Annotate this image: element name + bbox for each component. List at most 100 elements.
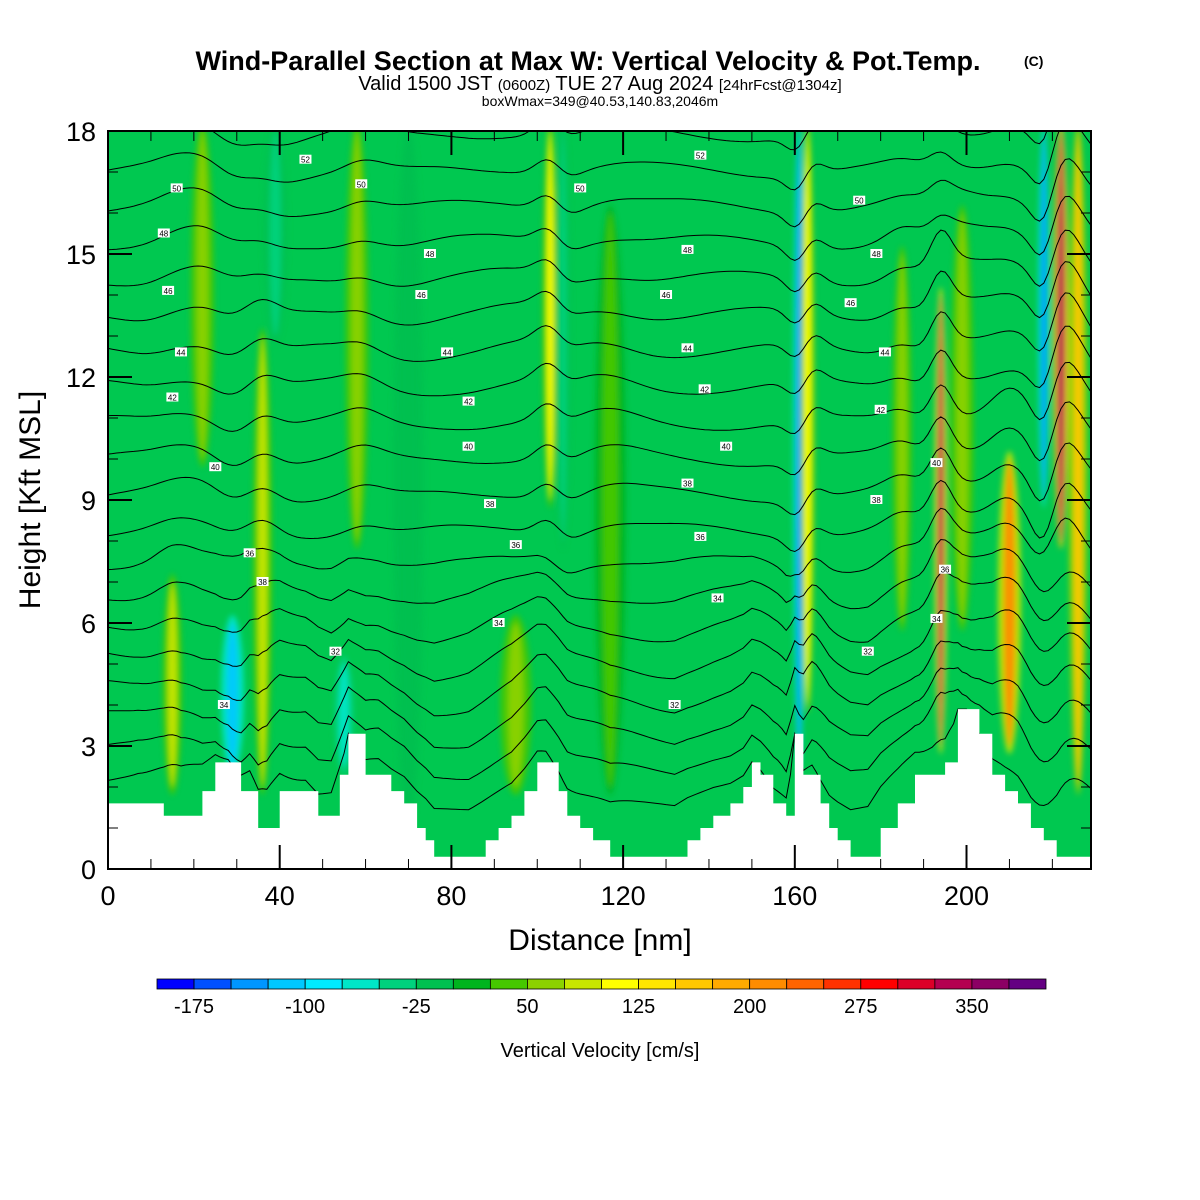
theta-label-bg [355, 179, 368, 189]
terrain-mask [108, 709, 1091, 869]
valid-time-line: Valid 1500 JST (0600Z) TUE 27 Aug 2024 [… [358, 73, 841, 95]
theta-label-text: 46 [164, 287, 173, 296]
theta-contour-line [108, 667, 1091, 749]
colorbar-segment [341, 978, 380, 990]
theta-label-text: 40 [211, 463, 220, 472]
theta-label-text: 38 [486, 500, 495, 509]
velocity-band-core [796, 131, 803, 767]
theta-label: 32 [668, 700, 681, 710]
theta-label: 42 [874, 404, 887, 415]
velocity-band-core [508, 623, 524, 787]
theta-label-text: 50 [576, 184, 585, 193]
theta-label-text: 36 [245, 549, 254, 558]
theta-contour-line [108, 195, 1091, 261]
theta-label-bg [844, 298, 857, 308]
theta-label-bg [861, 646, 874, 656]
y-tick-label: 3 [81, 732, 96, 762]
theta-label-bg [694, 150, 707, 160]
theta-label-bg [162, 285, 175, 295]
theta-label: 38 [681, 478, 694, 489]
theta-label-text: 48 [872, 250, 881, 259]
theta-contour-line [108, 229, 1091, 293]
velocity-band-core [1057, 131, 1065, 541]
theta-label: 32 [329, 646, 342, 657]
colorbar-tick-label: -175 [174, 996, 214, 1018]
theta-label-text: 38 [683, 480, 692, 489]
theta-label-bg [853, 195, 866, 205]
colorbar-segment [971, 978, 1010, 990]
theta-contour-line [108, 640, 1091, 717]
velocity-band-core [351, 131, 363, 541]
theta-label: 50 [355, 179, 368, 189]
plot-area: 34 36 38 40 42 44 46 48 50 52 32 34 36 38 40 42 44 46 48 50… [108, 131, 1091, 869]
theta-label: 40 [720, 441, 733, 452]
theta-label: 42 [462, 396, 475, 407]
theta-label-text: 44 [881, 348, 890, 357]
theta-contour-line [211, 131, 1048, 151]
theta-label: 46 [415, 290, 428, 300]
colorbar-segment [786, 978, 825, 990]
colorbar-tick-label: 275 [844, 996, 877, 1018]
y-tick-label: 15 [66, 240, 96, 270]
theta-label-text: 32 [331, 648, 340, 657]
colorbar-segment [156, 978, 195, 990]
theta-contour-line [108, 688, 1091, 780]
theta-label-bg [166, 392, 179, 402]
theta-label: 42 [166, 392, 179, 403]
theta-contour-line [108, 131, 1091, 191]
theta-label: 48 [423, 249, 436, 259]
colorbar-segment [378, 978, 417, 990]
theta-label-text: 48 [159, 230, 168, 239]
theta-label-text: 46 [846, 299, 855, 308]
theta-label-bg [441, 347, 454, 357]
valid-utc: (0600Z) [498, 77, 551, 94]
theta-label: 40 [209, 462, 222, 472]
theta-label-bg [509, 540, 522, 550]
theta-label-text: 42 [876, 406, 885, 415]
theta-contour-line [108, 325, 1091, 397]
x-axis-title: Distance [nm] [508, 924, 691, 957]
box-info: boxWmax=349@40.53,140.83,2046m [482, 93, 718, 109]
theta-label-bg [870, 495, 883, 504]
colorbar-tick-label: -100 [285, 996, 325, 1018]
theta-label: 34 [711, 593, 724, 603]
theta-label-text: 34 [494, 619, 503, 628]
theta-contour-line [108, 361, 1091, 435]
theta-label-text: 50 [855, 197, 864, 206]
copyright-mark: (C) [1024, 53, 1043, 69]
chart-title: Wind-Parallel Section at Max W: Vertical… [196, 46, 981, 76]
theta-label: 34 [492, 618, 505, 628]
theta-label-text: 42 [700, 385, 709, 394]
theta-contours [108, 131, 1091, 811]
theta-label-text: 46 [417, 291, 426, 300]
theta-label-bg [256, 577, 269, 586]
theta-label: 36 [243, 548, 256, 558]
velocity-band-core [804, 131, 812, 705]
y-tick-label: 18 [66, 117, 96, 147]
theta-label-bg [698, 384, 711, 394]
velocity-band-core [167, 582, 178, 787]
velocity-band-core [897, 254, 907, 623]
velocity-band-core [196, 131, 209, 459]
theta-label-text: 40 [464, 443, 473, 452]
y-axis-title: Height [Kft MSL] [14, 391, 47, 609]
theta-label: 38 [484, 499, 497, 509]
valid-date: TUE 27 Aug 2024 [555, 73, 713, 95]
theta-label-bg [668, 700, 681, 709]
y-tick-label: 0 [81, 855, 96, 885]
colorbar-segment [564, 978, 602, 990]
theta-label-bg [878, 347, 891, 357]
valid-prefix: Valid 1500 JST [358, 73, 492, 95]
theta-contour-line [108, 538, 1091, 610]
colorbar-segment [712, 978, 751, 990]
theta-label-bg [299, 154, 312, 164]
theta-label: 52 [299, 154, 312, 165]
theta-label: 44 [681, 343, 694, 353]
theta-label-bg [681, 478, 694, 488]
theta-label-text: 46 [662, 291, 671, 300]
velocity-band-core [602, 213, 618, 787]
theta-label-text: 44 [443, 348, 452, 357]
theta-contour-line [108, 442, 1091, 516]
theta-label-bg [462, 396, 475, 406]
